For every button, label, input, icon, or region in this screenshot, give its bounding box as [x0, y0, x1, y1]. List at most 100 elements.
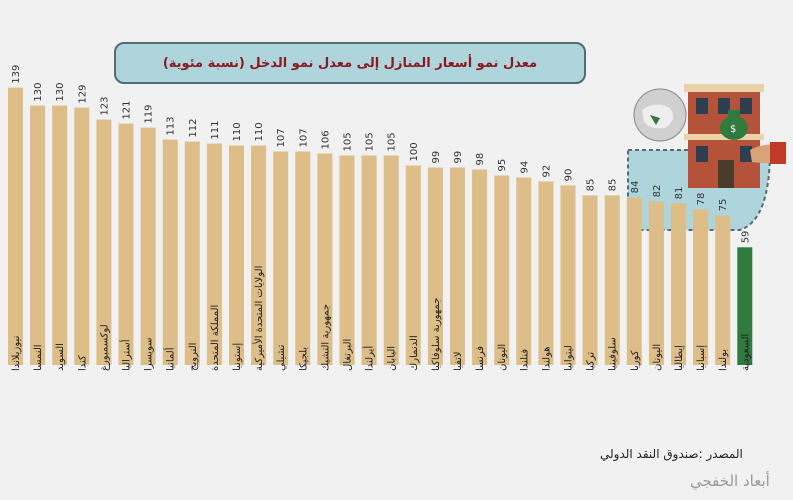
- value-label-26: 85: [586, 179, 597, 192]
- category-label-9: المملكة المتحدة: [210, 305, 221, 371]
- value-label-19: 99: [431, 151, 442, 164]
- category-label-12: تشيلي: [276, 344, 287, 371]
- bars-group: [8, 87, 753, 365]
- category-label-7: ألمانيا: [164, 347, 177, 371]
- category-label-10: إستونيا: [232, 343, 243, 371]
- category-label-31: إسبانيا: [696, 345, 707, 371]
- value-label-17: 105: [387, 132, 398, 151]
- hand-icon: [750, 142, 786, 164]
- category-label-4: لوكسمبورغ: [99, 324, 110, 371]
- source-note: المصدر :صندوق النقد الدولي: [600, 447, 743, 461]
- value-label-28: 84: [630, 181, 641, 194]
- category-labels: نيوزيلاندا النمسا السويد كندا لوكسمبورغ أسترا…: [11, 266, 751, 371]
- value-label-20: 99: [453, 151, 464, 164]
- bar-4: [96, 119, 112, 365]
- bar-27: [604, 195, 620, 365]
- bar-6: [140, 127, 156, 365]
- illustration: $: [627, 84, 786, 231]
- value-label-27: 85: [608, 179, 619, 192]
- category-label-21: فرنسا: [475, 346, 486, 371]
- house-icon: [684, 84, 764, 188]
- value-label-9: 111: [210, 121, 221, 140]
- category-label-19: جمهورية سلوفاكيا: [431, 298, 442, 371]
- category-label-30: إيطاليا: [674, 345, 685, 371]
- bar-15: [339, 155, 355, 365]
- value-label-15: 105: [343, 132, 354, 151]
- value-label-12: 107: [276, 128, 287, 147]
- bar-2: [52, 105, 68, 365]
- bar-5: [118, 123, 134, 365]
- bar-14: [317, 153, 333, 365]
- chart-title: معدل نمو أسعار المنازل إلى معدل نمو الدخ…: [162, 55, 538, 71]
- value-label-18: 100: [409, 142, 420, 161]
- bar-26: [582, 195, 598, 365]
- bar-25: [560, 185, 576, 365]
- bar-23: [516, 177, 532, 365]
- value-label-32: 75: [718, 199, 729, 212]
- bar-1: [30, 105, 46, 365]
- svg-text:$: $: [730, 124, 736, 135]
- category-label-20: لاتفيا: [453, 351, 464, 371]
- bar-22: [494, 175, 510, 365]
- bar-32: [715, 215, 731, 365]
- category-label-28: كوريا: [630, 350, 641, 371]
- bar-19: [427, 167, 443, 365]
- value-label-21: 98: [475, 153, 486, 166]
- value-label-10: 110: [232, 122, 243, 141]
- bar-9: [206, 143, 222, 365]
- value-labels: 139 130 130 129 123 121 119 113 112 111 110 110 107 1…: [11, 65, 751, 244]
- category-label-33: السعودية: [740, 334, 751, 371]
- category-label-18: الدنمارك: [409, 335, 420, 371]
- bar-12: [273, 151, 289, 365]
- value-label-3: 129: [77, 85, 88, 104]
- value-label-6: 119: [144, 105, 155, 124]
- category-label-11: الولايات المتحدة الأميركية: [252, 266, 265, 371]
- money-bag-icon: $: [720, 110, 748, 140]
- category-label-17: اليابان: [387, 346, 398, 371]
- bar-31: [693, 209, 709, 365]
- bar-11: [251, 145, 267, 365]
- value-label-1: 130: [33, 83, 44, 102]
- value-label-11: 110: [254, 122, 265, 141]
- category-label-3: كندا: [77, 355, 88, 371]
- bar-13: [295, 151, 311, 365]
- category-label-1: النمسا: [33, 344, 44, 371]
- bar-8: [184, 141, 200, 365]
- value-label-5: 121: [122, 101, 133, 120]
- globe-icon: [633, 88, 687, 142]
- value-label-33: 59: [740, 231, 751, 244]
- value-label-0: 139: [11, 65, 22, 84]
- category-label-15: البرتغال: [343, 339, 354, 371]
- value-label-7: 113: [166, 117, 177, 136]
- value-label-8: 112: [188, 119, 199, 138]
- value-label-23: 94: [519, 161, 530, 174]
- value-label-13: 107: [298, 128, 309, 147]
- value-label-25: 90: [564, 169, 575, 182]
- value-label-22: 95: [497, 159, 508, 172]
- value-label-31: 78: [696, 193, 707, 206]
- bar-20: [450, 167, 465, 365]
- chart-title-box: معدل نمو أسعار المنازل إلى معدل نمو الدخ…: [114, 42, 586, 84]
- value-label-24: 92: [541, 165, 552, 178]
- bar-10: [229, 145, 244, 365]
- category-label-8: النرويج: [188, 343, 199, 371]
- bar-33: [737, 247, 753, 365]
- category-label-16: أيرلندا: [363, 346, 376, 371]
- category-label-0: نيوزيلاندا: [11, 336, 22, 371]
- value-label-29: 82: [652, 185, 663, 198]
- bar-21: [472, 169, 488, 365]
- category-label-5: أستراليا: [120, 339, 133, 371]
- bar-29: [648, 201, 664, 365]
- bar-30: [671, 203, 686, 365]
- value-label-14: 106: [320, 130, 331, 149]
- category-label-6: سويسرا: [144, 337, 155, 371]
- value-label-4: 123: [99, 97, 110, 116]
- bar-28: [626, 197, 642, 365]
- bar-0: [8, 87, 23, 365]
- bar-17: [383, 155, 399, 365]
- value-label-16: 105: [365, 132, 376, 151]
- bar-3: [74, 107, 90, 365]
- category-label-25: ليتوانيا: [564, 345, 575, 371]
